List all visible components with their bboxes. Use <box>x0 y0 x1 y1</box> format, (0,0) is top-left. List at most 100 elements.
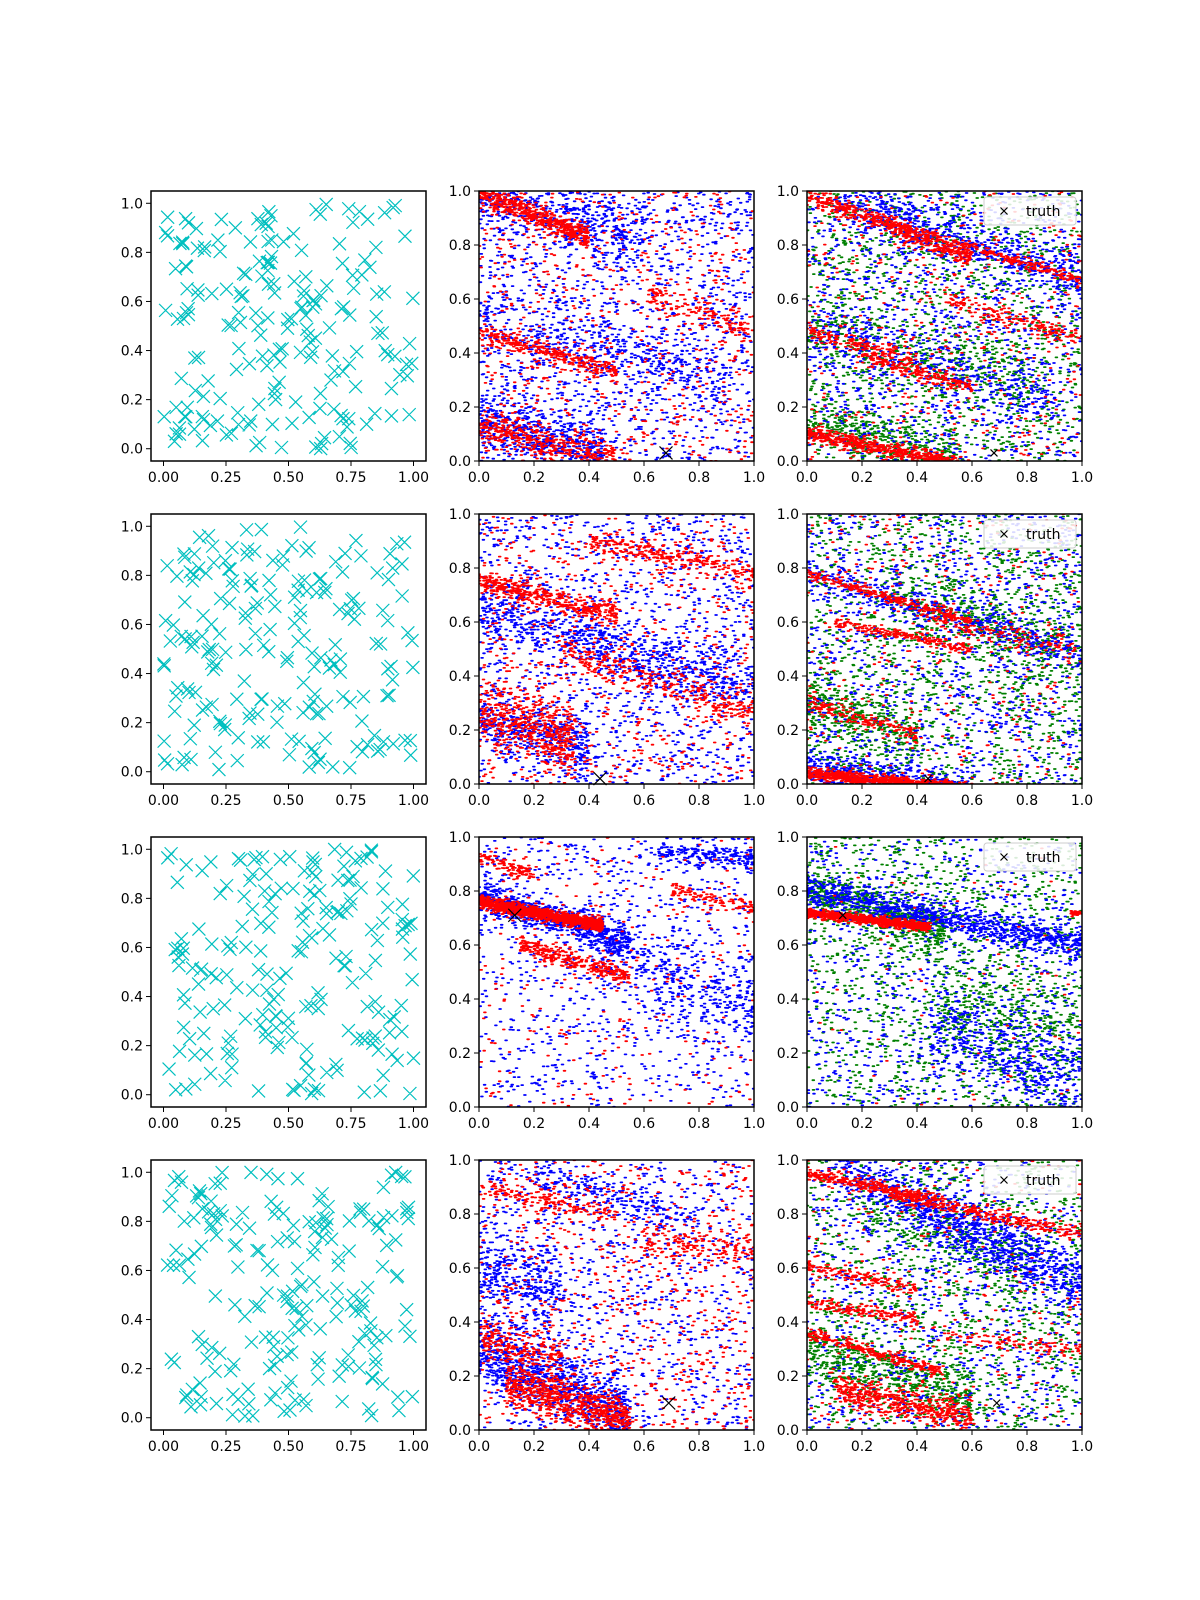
y-tick-label: 0.8 <box>777 1207 799 1223</box>
x-tick-label: 0.4 <box>906 1116 928 1132</box>
x-tick-label: 0.0 <box>796 1439 818 1455</box>
y-tick-label: 1.0 <box>121 519 143 535</box>
x-tick-label: 0.2 <box>523 470 545 486</box>
axes-frame <box>806 513 1083 785</box>
y-tick-label: 0.8 <box>449 1207 471 1223</box>
x-tick-label: 0.00 <box>148 470 179 486</box>
red-dot-series <box>807 1160 1082 1430</box>
y-tick-label: 0.4 <box>121 1313 143 1329</box>
x-tick-label: 0.00 <box>148 793 179 809</box>
y-tick-label: 0.6 <box>777 292 799 308</box>
x-tick-label: 0.25 <box>210 470 241 486</box>
y-tick-label: 0.6 <box>777 938 799 954</box>
y-tick-label: 0.4 <box>449 992 471 1008</box>
y-tick-label: 0.0 <box>449 1100 471 1116</box>
x-tick-label: 0.50 <box>273 793 304 809</box>
y-tick-label: 0.2 <box>121 1362 143 1378</box>
y-tick-label: 0.0 <box>121 1088 143 1104</box>
y-tick-label: 0.6 <box>449 1261 471 1277</box>
y-tick-label: 0.6 <box>449 615 471 631</box>
y-tick-label: 1.0 <box>121 1165 143 1181</box>
x-tick-label: 0.00 <box>148 1116 179 1132</box>
y-tick-label: 1.0 <box>777 1153 799 1169</box>
scatter-marks <box>479 837 754 1107</box>
x-tick-label: 0.50 <box>273 470 304 486</box>
scatter-marks <box>160 842 421 1101</box>
axes-frame <box>150 836 427 1108</box>
y-tick-label: 0.8 <box>121 1214 143 1230</box>
x-tick-label: 0.6 <box>961 470 983 486</box>
x-tick-label: 1.0 <box>1071 1116 1093 1132</box>
y-tick-label: 0.2 <box>449 723 471 739</box>
truth-marker <box>924 774 932 783</box>
x-tick-label: 0.2 <box>851 1116 873 1132</box>
legend-label: truth <box>1026 1173 1060 1189</box>
truth-marker <box>507 908 522 923</box>
truth-marker <box>593 771 607 786</box>
legend-box <box>983 196 1077 226</box>
y-tick-label: 0.2 <box>449 1046 471 1062</box>
truth-marker <box>990 448 998 457</box>
x-tick-label: 0.25 <box>210 1116 241 1132</box>
x-tick-label: 1.0 <box>743 1439 765 1455</box>
x-marker-series <box>160 1165 420 1423</box>
y-tick-label: 0.8 <box>121 568 143 584</box>
x-tick-label: 0.0 <box>468 470 490 486</box>
subplot-r3-c2: 0.0 0.2 0.4 0.6 0.8 1.0 0.0 0.2 0.4 0.6 0.8 1.0 trut… <box>777 1153 1093 1455</box>
y-tick-label: 0.4 <box>449 346 471 362</box>
y-tick-label: 0.0 <box>121 442 143 458</box>
axes-frame <box>478 513 755 785</box>
y-tick-label: 0.4 <box>777 346 799 362</box>
x-tick-label: 0.4 <box>578 793 600 809</box>
x-tick-label: 0.0 <box>468 793 490 809</box>
x-tick-label: 0.8 <box>688 1439 710 1455</box>
x-tick-label: 0.4 <box>906 470 928 486</box>
y-tick-label: 0.8 <box>121 891 143 907</box>
x-tick-label: 0.6 <box>633 470 655 486</box>
x-tick-label: 0.8 <box>1016 470 1038 486</box>
blue-dot-series <box>807 837 1082 1107</box>
x-tick-label: 0.2 <box>523 1439 545 1455</box>
legend-truth-marker <box>1000 853 1008 861</box>
x-tick-label: 0.8 <box>1016 1116 1038 1132</box>
red-dot-series <box>479 837 754 1107</box>
red-dot-series <box>807 846 1082 1106</box>
x-tick-label: 1.0 <box>743 793 765 809</box>
x-tick-label: 0.2 <box>523 1116 545 1132</box>
scatter-marks <box>157 197 420 456</box>
x-tick-label: 0.8 <box>688 470 710 486</box>
y-tick-label: 1.0 <box>777 507 799 523</box>
x-tick-label: 0.2 <box>523 793 545 809</box>
x-marker-series <box>157 197 420 456</box>
legend-box <box>983 842 1077 872</box>
y-tick-label: 0.8 <box>777 561 799 577</box>
x-tick-label: 0.25 <box>210 1439 241 1455</box>
y-tick-label: 0.4 <box>121 667 143 683</box>
x-tick-label: 0.8 <box>688 793 710 809</box>
legend-box <box>983 519 1077 549</box>
x-tick-label: 0.4 <box>578 1439 600 1455</box>
x-tick-label: 1.0 <box>1071 470 1093 486</box>
subplot-r2-c1: 0.0 0.2 0.4 0.6 0.8 1.0 0.0 0.2 0.4 0.6 0.8 1.0 <box>449 830 765 1132</box>
x-tick-label: 1.0 <box>743 1116 765 1132</box>
y-tick-label: 0.4 <box>777 1315 799 1331</box>
scatter-marks <box>156 520 420 777</box>
x-tick-label: 1.00 <box>398 1439 429 1455</box>
truth-marker <box>992 1399 1001 1407</box>
y-tick-label: 0.2 <box>449 400 471 416</box>
subplot-r1-c1: 0.0 0.2 0.4 0.6 0.8 1.0 0.0 0.2 0.4 0.6 0.8 1.0 <box>449 507 765 809</box>
x-tick-label: 0.6 <box>633 1439 655 1455</box>
legend-label: truth <box>1026 204 1060 220</box>
subplot-r1-c2: 0.0 0.2 0.4 0.6 0.8 1.0 0.0 0.2 0.4 0.6 0.8 1.0 trut… <box>777 507 1093 809</box>
y-tick-label: 0.0 <box>121 765 143 781</box>
x-tick-label: 0.6 <box>633 1116 655 1132</box>
y-tick-label: 0.4 <box>777 669 799 685</box>
y-tick-label: 0.6 <box>777 1261 799 1277</box>
red-dot-series <box>479 1160 754 1430</box>
x-tick-label: 0.4 <box>906 1439 928 1455</box>
x-tick-label: 0.6 <box>961 1439 983 1455</box>
x-tick-label: 0.4 <box>578 1116 600 1132</box>
x-tick-label: 0.0 <box>796 470 818 486</box>
red-dot-series <box>807 191 1082 461</box>
y-tick-label: 0.2 <box>121 716 143 732</box>
